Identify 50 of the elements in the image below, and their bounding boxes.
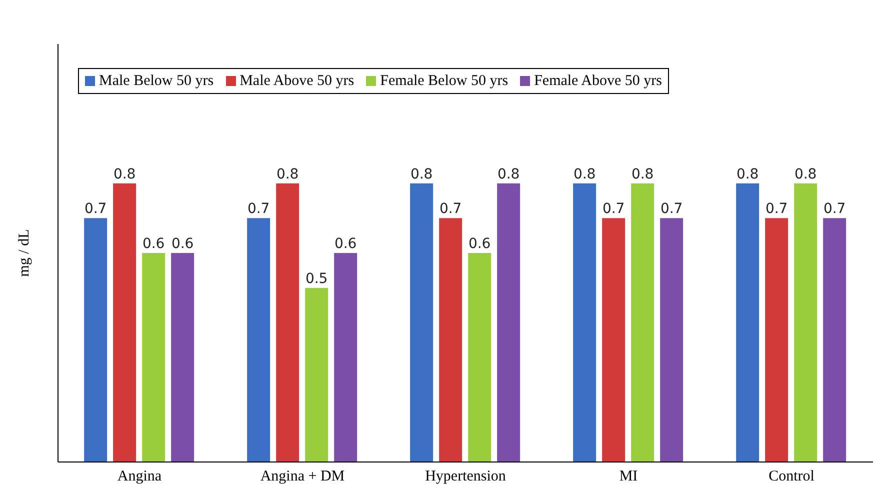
data-label: 0.6 bbox=[334, 236, 357, 252]
bar bbox=[573, 183, 596, 462]
data-label: 0.6 bbox=[171, 236, 194, 252]
x-tick-label: Control bbox=[768, 468, 814, 485]
legend-label: Male Above 50 yrs bbox=[238, 72, 354, 91]
bar bbox=[276, 183, 300, 462]
bar bbox=[631, 183, 654, 462]
data-label: 0.8 bbox=[497, 166, 520, 182]
data-label: 0.8 bbox=[736, 166, 759, 182]
y-axis-title: mg / dL bbox=[16, 229, 32, 277]
legend-label: Female Below 50 yrs bbox=[379, 72, 508, 91]
bar bbox=[736, 183, 760, 462]
bar bbox=[305, 288, 328, 462]
data-label: 0.8 bbox=[631, 166, 654, 182]
bar bbox=[334, 253, 358, 462]
data-label: 0.8 bbox=[410, 166, 433, 182]
bar bbox=[660, 218, 684, 462]
data-label: 0.7 bbox=[823, 201, 846, 218]
data-label: 0.8 bbox=[794, 166, 817, 182]
x-tick-label: MI bbox=[619, 468, 638, 485]
x-tick-label: Angina + DM bbox=[260, 468, 345, 485]
bar bbox=[84, 218, 108, 462]
data-label: 0.7 bbox=[602, 201, 625, 218]
data-label: 0.5 bbox=[305, 270, 328, 287]
bar bbox=[602, 218, 626, 462]
x-tick-label: Angina bbox=[117, 468, 162, 485]
data-label: 0.6 bbox=[142, 236, 165, 252]
bar bbox=[794, 183, 818, 462]
bar bbox=[439, 218, 462, 462]
data-label: 0.7 bbox=[439, 201, 462, 218]
data-label: 0.8 bbox=[573, 166, 596, 182]
bar bbox=[468, 253, 492, 462]
legend-label: Female Above 50 yrs bbox=[533, 72, 662, 91]
data-label: 0.7 bbox=[247, 201, 270, 218]
bar bbox=[497, 183, 520, 462]
data-label: 0.7 bbox=[660, 201, 683, 218]
bar bbox=[823, 218, 846, 462]
legend-label: Male Below 50 yrs bbox=[98, 72, 214, 91]
bar bbox=[142, 253, 166, 462]
data-label: 0.7 bbox=[84, 201, 107, 218]
data-label: 0.6 bbox=[468, 236, 491, 252]
data-label: 0.8 bbox=[276, 166, 299, 182]
x-tick-label: Hypertension bbox=[425, 468, 506, 485]
data-label: 0.7 bbox=[765, 201, 788, 218]
bar bbox=[171, 253, 194, 462]
bar bbox=[410, 183, 434, 462]
bar bbox=[247, 218, 270, 462]
bar bbox=[765, 218, 788, 462]
bar bbox=[113, 183, 136, 462]
data-label: 0.8 bbox=[113, 166, 136, 182]
